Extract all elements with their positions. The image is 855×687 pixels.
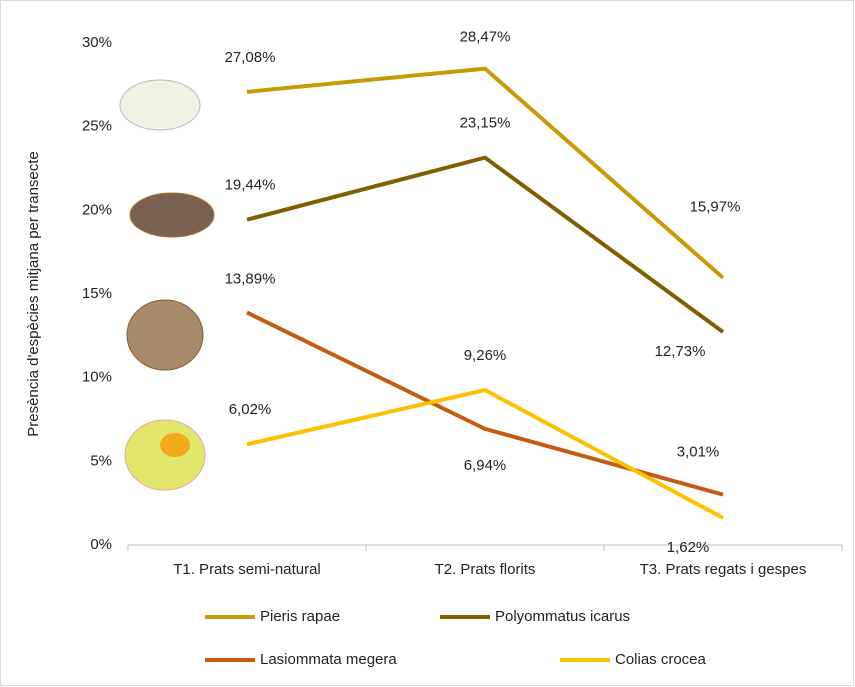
y-tick-label: 5% [90,452,112,469]
legend-label: Lasiommata megera [260,651,397,668]
data-label: 6,02% [229,401,272,418]
y-tick-label: 10% [82,369,112,386]
y-tick-label: 15% [82,285,112,302]
data-label: 6,94% [464,457,507,474]
data-label: 19,44% [225,177,276,194]
data-label: 12,73% [655,343,706,360]
data-label: 27,08% [225,49,276,66]
series-line [246,155,725,334]
data-label: 23,15% [460,115,511,132]
y-tick-label: 20% [82,201,112,218]
y-axis-title: Presència d'espècies mitjana per transec… [25,151,42,437]
x-tick-label: T3. Prats regats i gespes [640,561,807,578]
legend-label: Colias crocea [615,651,707,668]
data-label: 15,97% [690,199,741,216]
legend-label: Polyommatus icarus [495,608,630,625]
series-line [246,66,725,280]
data-label: 13,89% [225,271,276,288]
series-line [246,388,724,520]
data-label: 3,01% [677,444,720,461]
data-label: 9,26% [464,347,507,364]
series-line [246,310,724,497]
y-tick-label: 25% [82,118,112,135]
butterfly-icons [119,79,215,491]
y-tick-label: 0% [90,536,112,553]
legend-label: Pieris rapae [260,608,340,625]
data-label: 1,62% [667,539,710,556]
y-tick-label: 30% [82,34,112,51]
data-label: 28,47% [460,29,511,46]
x-tick-label: T2. Prats florits [435,561,536,578]
x-tick-label: T1. Prats semi-natural [173,561,321,578]
